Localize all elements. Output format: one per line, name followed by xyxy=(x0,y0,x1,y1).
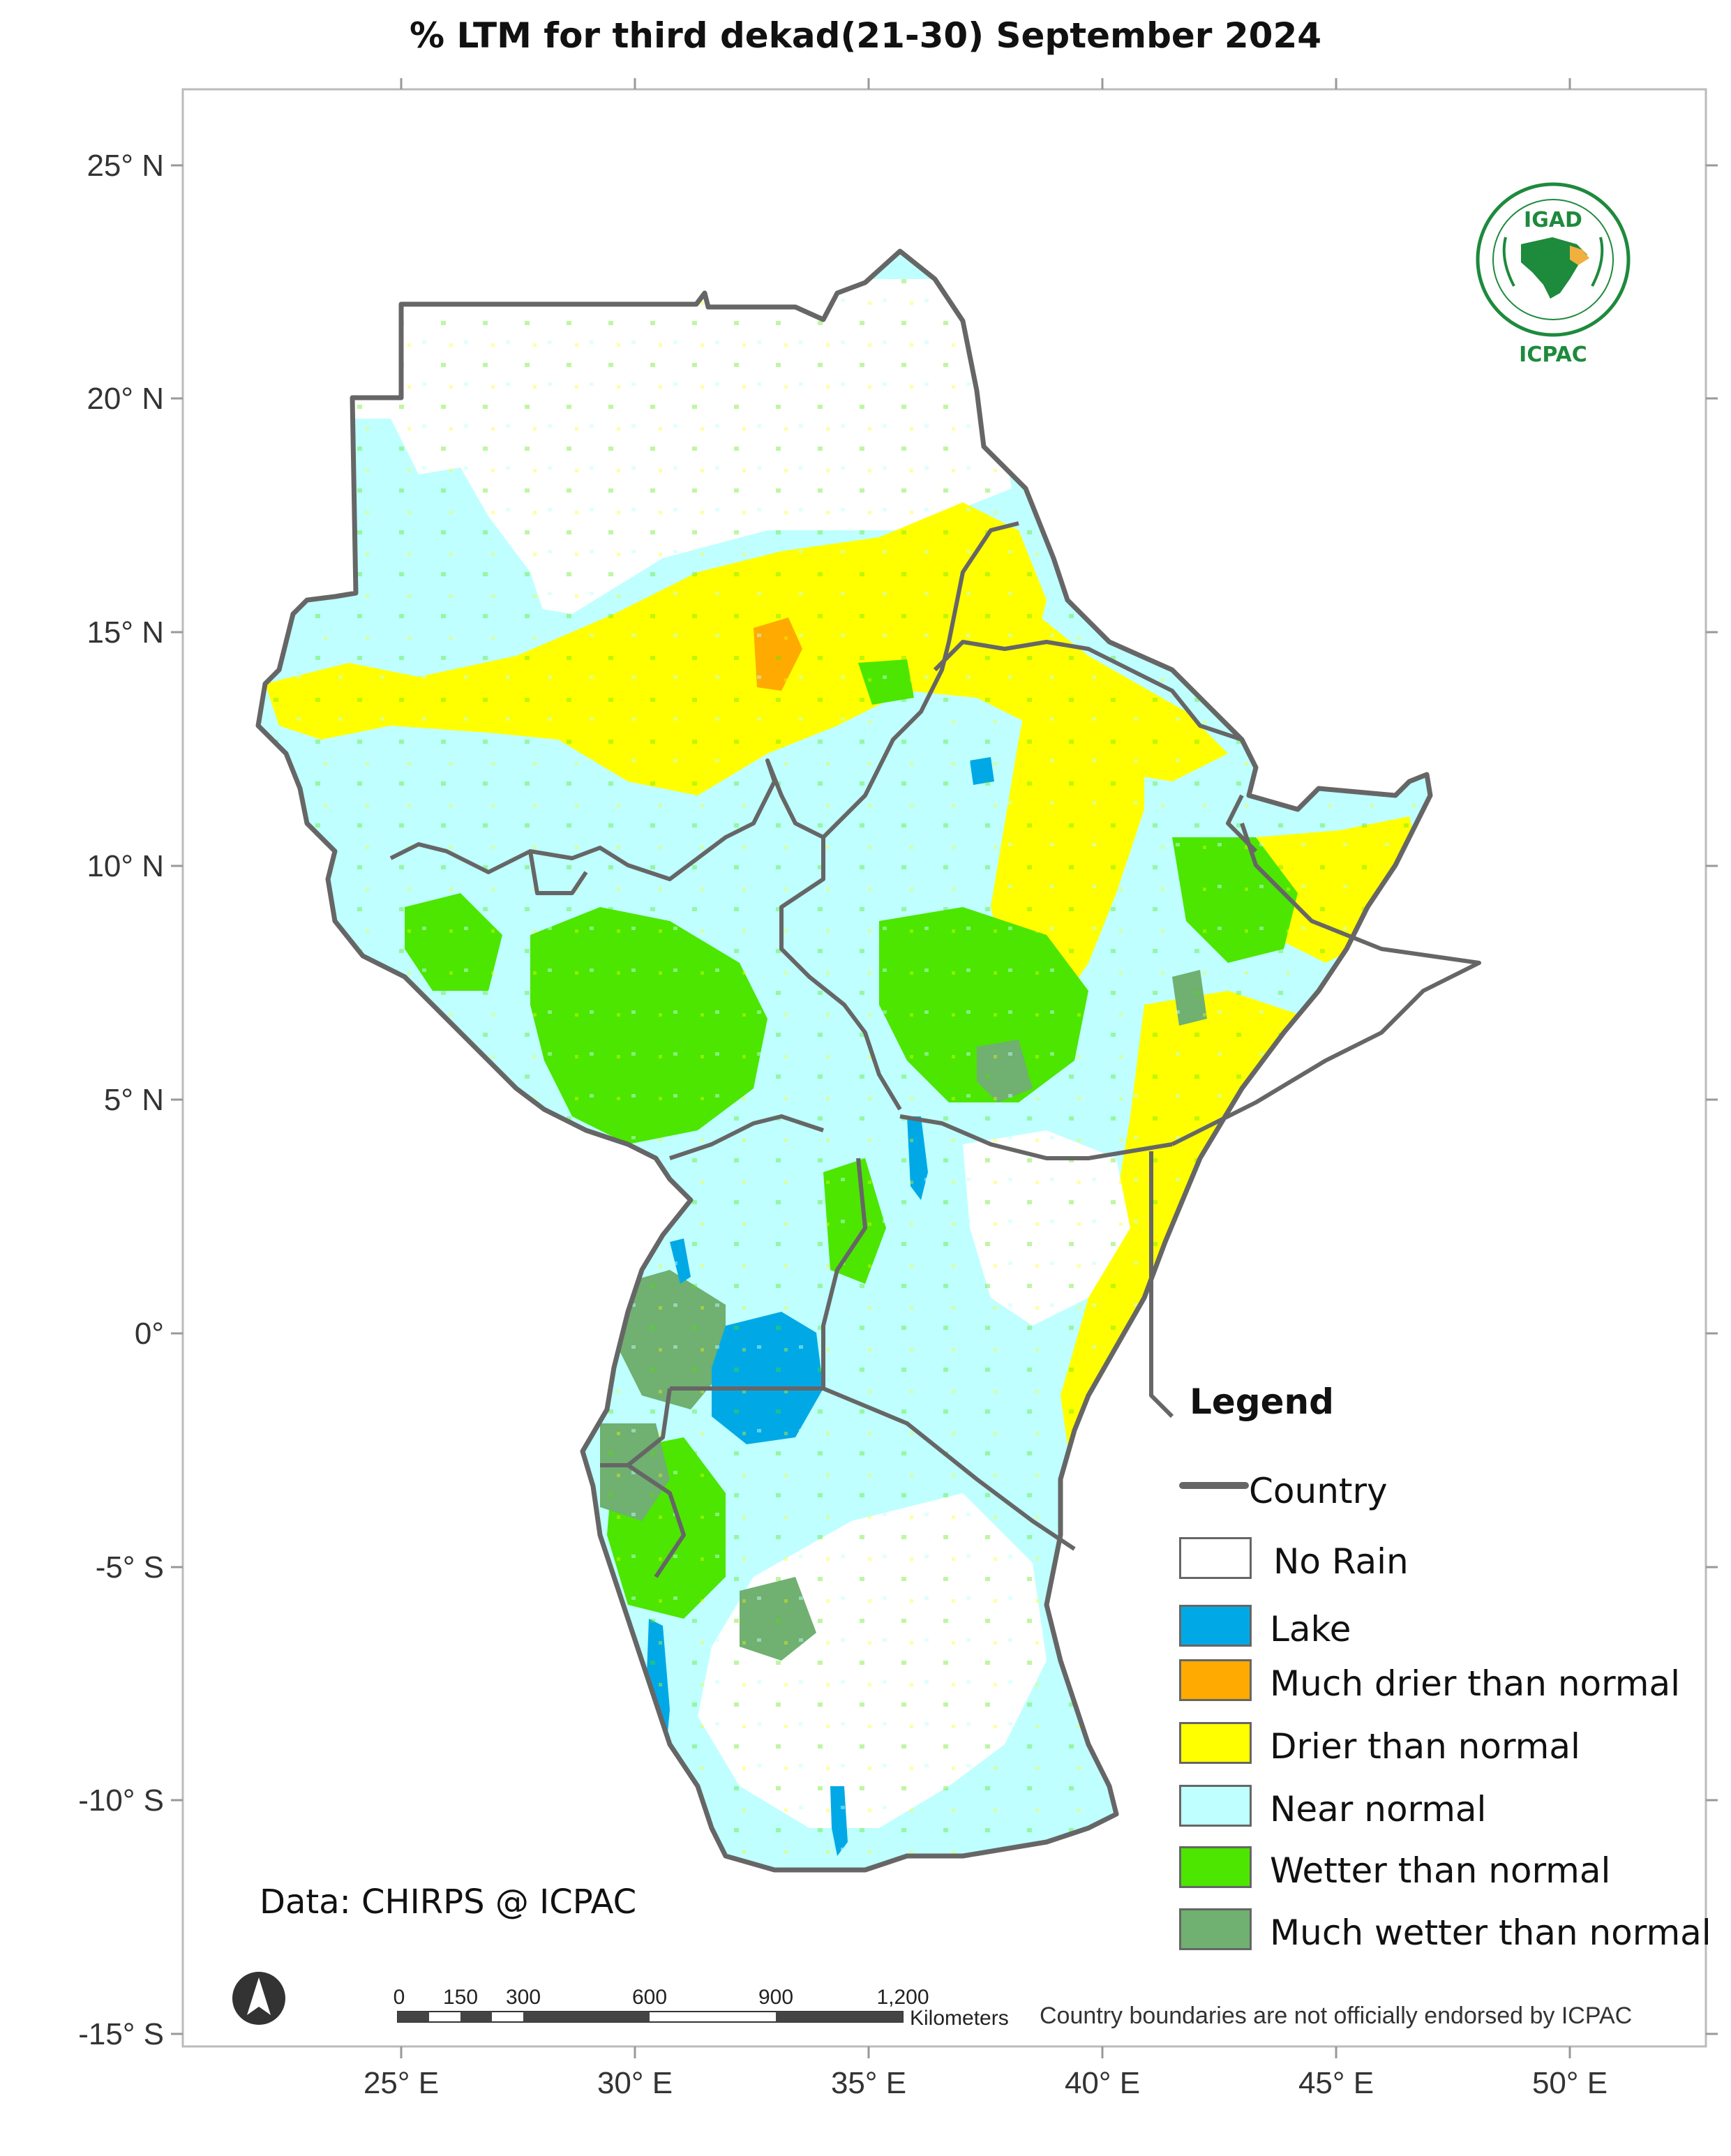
data-source-note: Data: CHIRPS @ ICPAC xyxy=(260,1882,637,1922)
swatch-lake xyxy=(1179,1605,1252,1647)
zone-no-rain-ogaden xyxy=(1200,1130,1354,1270)
lon-label-30e: 30° E xyxy=(597,2066,673,2100)
scale-tick-1200: 1,200 xyxy=(876,1986,929,2009)
scale-unit: Kilometers xyxy=(910,2007,1009,2030)
zone-no-rain-somalia-north xyxy=(1395,865,1430,963)
latitude-ticks xyxy=(171,164,1718,2035)
swatch-much-wetter xyxy=(1179,1908,1252,1950)
lat-label-25n: 25° N xyxy=(87,149,164,183)
lon-label-25e: 25° E xyxy=(364,2066,439,2100)
legend-label-wetter: Wetter than normal xyxy=(1270,1850,1611,1891)
region-outline xyxy=(255,248,1433,1873)
country-line-swatch xyxy=(1179,1482,1249,1489)
lat-label-15s: -15° S xyxy=(78,2017,164,2051)
swatch-near-normal xyxy=(1179,1785,1252,1827)
lat-label-15n: 15° N xyxy=(87,615,164,650)
legend-label-lake: Lake xyxy=(1270,1609,1351,1649)
legend-label-much-wetter: Much wetter than normal xyxy=(1270,1912,1711,1953)
legend-label-drier: Drier than normal xyxy=(1270,1726,1580,1767)
border-kenya-ethiopia xyxy=(899,1114,1173,1160)
swatch-drier xyxy=(1179,1722,1252,1764)
lat-label-5s: -5° S xyxy=(96,1550,164,1585)
border-eritrea-djibouti xyxy=(1226,794,1258,853)
swatch-no-rain xyxy=(1179,1537,1252,1579)
map-title: % LTM for third dekad(21-30) September 2… xyxy=(409,15,1322,56)
swatch-much-drier xyxy=(1179,1659,1252,1701)
scale-tick-0: 0 xyxy=(394,1986,405,2009)
country-borders xyxy=(389,304,1481,1578)
scale-tick-900: 900 xyxy=(758,1986,793,2009)
logo-icpac-text: ICPAC xyxy=(1519,343,1587,367)
north-arrow-icon xyxy=(232,1972,285,2025)
lon-label-45e: 45° E xyxy=(1298,2066,1374,2100)
scale-tick-300: 300 xyxy=(506,1986,541,2009)
border-ethiopia-somalia xyxy=(1171,823,1481,1146)
lon-label-40e: 40° E xyxy=(1065,2066,1140,2100)
legend-label-no-rain: No Rain xyxy=(1273,1541,1409,1582)
legend-label-much-drier: Much drier than normal xyxy=(1270,1663,1681,1704)
scale-tick-150: 150 xyxy=(443,1986,478,2009)
lat-label-equator: 0° xyxy=(135,1317,164,1351)
border-sudan-ethiopia xyxy=(933,640,1243,742)
border-rwanda-burundi xyxy=(600,1388,672,1467)
border-uganda-kenya xyxy=(821,1158,867,1388)
scale-tick-600: 600 xyxy=(632,1986,667,2009)
lon-label-35e: 35° E xyxy=(831,2066,906,2100)
scale-bar: 0 150 300 600 900 1,200 Kilometers xyxy=(394,1986,1009,2030)
legend-label-near-normal: Near normal xyxy=(1270,1789,1487,1829)
logo-igad-text: IGAD xyxy=(1524,208,1582,232)
lat-label-10s: -10° S xyxy=(78,1783,164,1818)
border-tanzania-kenya xyxy=(822,1386,1076,1551)
legend-title: Legend xyxy=(1190,1382,1334,1422)
lat-label-10n: 10° N xyxy=(87,849,164,883)
lon-label-50e: 50° E xyxy=(1532,2066,1608,2100)
map-frame xyxy=(181,88,1707,2048)
border-south-sudan-uganda xyxy=(669,1114,824,1160)
horn-of-africa-icon xyxy=(1570,246,1589,265)
border-kenya-somalia xyxy=(1149,1151,1174,1418)
boundary-disclaimer: Country boundaries are not officially en… xyxy=(1040,2002,1633,2029)
longitude-ticks xyxy=(400,78,1571,2058)
legend-label-country: Country xyxy=(1249,1471,1388,1511)
lat-label-20n: 20° N xyxy=(87,382,164,416)
swatch-wetter xyxy=(1179,1846,1252,1888)
igad-logo: IGAD xyxy=(1476,182,1631,337)
lat-label-5n: 5° N xyxy=(104,1083,164,1117)
border-car-south-sudan xyxy=(528,851,588,895)
border-burundi-tz xyxy=(627,1463,686,1578)
border-south-sudan-ethiopia xyxy=(779,837,902,1111)
